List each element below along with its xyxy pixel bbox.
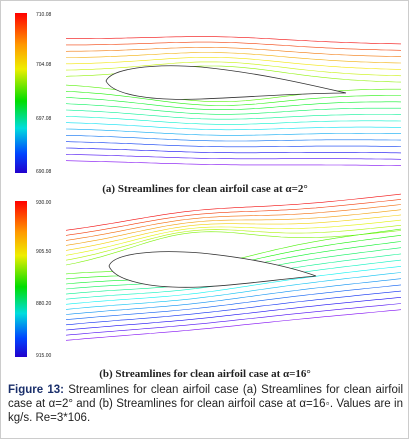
streamline [65,278,402,315]
streamline [65,290,402,326]
streamline [65,109,401,120]
figure-caption: Figure 13: Streamlines for clean airfoil… [8,383,403,425]
panels: 710.08 704.08 697.08 690.08 930.00 905.5… [15,12,402,380]
streamline [65,154,402,160]
streamline [65,297,402,331]
colorbar-label: 710.08 [36,12,52,18]
streamline [65,199,402,236]
panel-caption: (a) Streamlines for clean airfoil case a… [102,183,308,195]
colorbar-label: 880.20 [36,301,52,307]
streamline [65,141,402,148]
streamline [65,128,401,136]
streamline [65,91,401,106]
streamline [65,160,402,166]
streamline [65,97,402,110]
colorbar-label: 704.08 [36,62,52,68]
streamline [65,61,402,77]
streamline [66,57,402,70]
colorbar-label: 697.08 [36,116,52,122]
streamline [65,284,402,320]
streamline [65,219,402,256]
streamline [65,230,402,266]
streamline [65,193,402,231]
airfoil [108,251,317,288]
streamline [65,204,402,241]
streamline [65,135,402,142]
colorbar-label: 690.08 [36,169,52,175]
colorbar [15,13,27,173]
colorbar-label: 905.50 [36,249,52,255]
colorbar [15,201,27,357]
streamline [65,103,401,115]
airfoil [105,65,347,100]
streamline [65,303,402,336]
streamline [65,214,402,251]
figure-label: Figure 13: [8,384,65,396]
streamline [66,52,402,64]
streamline [65,147,402,154]
colorbar-label: 930.00 [36,200,52,206]
streamline [65,309,402,341]
streamline [65,209,402,246]
panel-caption: (b) Streamlines for clean airfoil case a… [99,368,311,380]
streamline [65,47,402,57]
figure-text: Streamlines for clean airfoil case (a) S… [8,384,403,424]
streamline [65,225,402,261]
streamline [65,272,402,310]
streamline [65,116,402,125]
streamline [66,41,402,51]
streamline [66,36,402,45]
colorbar-label: 915.00 [36,353,52,359]
streamline [65,122,401,131]
streamline [65,266,402,305]
